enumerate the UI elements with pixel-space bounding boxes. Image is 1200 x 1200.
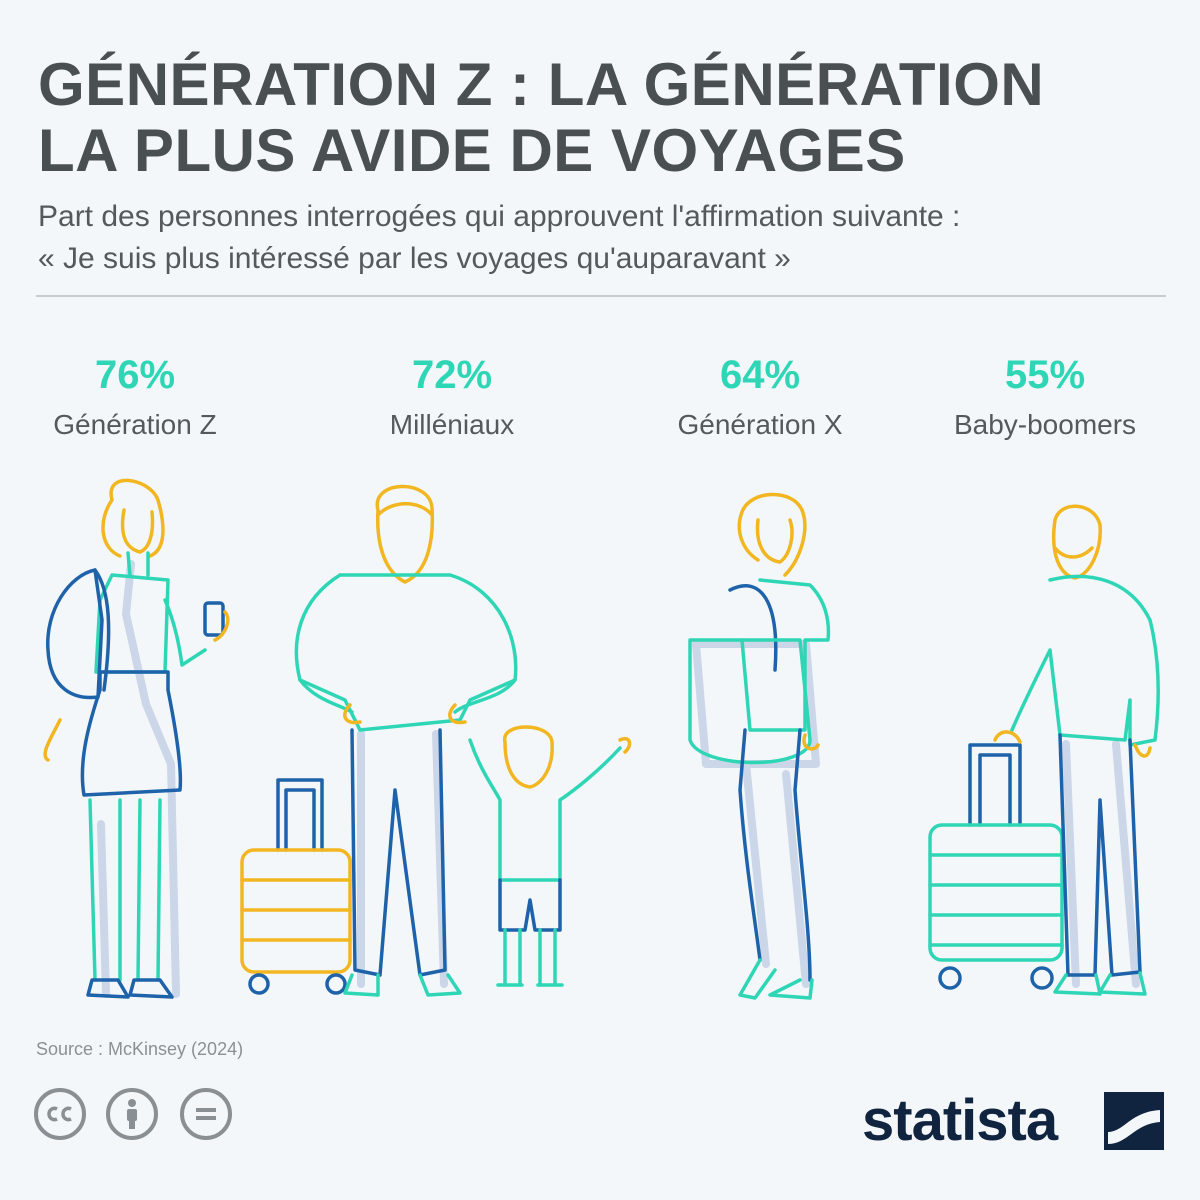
travellers-illustration — [43, 478, 1161, 1000]
title-line-2: LA PLUS AVIDE DE VOYAGES — [38, 117, 906, 184]
baby-boomer-traveller-icon — [928, 504, 1161, 996]
cc-icon[interactable] — [34, 1088, 86, 1140]
category-label-baby-boomers: Baby-boomers — [953, 409, 1137, 440]
brand-wordmark: statista — [862, 1088, 1058, 1153]
chart-subtitle: Part des personnes interrogées qui appro… — [38, 196, 1178, 280]
value-label-generation-z: 76% — [94, 353, 176, 397]
page-title: GÉNÉRATION Z : LA GÉNÉRATION LA PLUS AVI… — [38, 52, 1168, 184]
stat-generation-z: 76% Génération Z — [5, 350, 265, 448]
value-label-baby-boomers: 55% — [1004, 353, 1086, 397]
value-label-milleniaux: 72% — [411, 353, 493, 397]
gen-x-traveller-icon — [688, 492, 831, 1000]
gen-z-traveller-icon — [43, 478, 230, 999]
yellow-suitcase-icon — [240, 778, 352, 995]
teal-suitcase-icon — [928, 743, 1064, 990]
subtitle-line-1: Part des personnes interrogées qui appro… — [38, 200, 961, 233]
stat-generation-x: 64% Génération X — [630, 350, 890, 448]
subtitle-line-2: « Je suis plus intéressé par les voyages… — [38, 242, 791, 275]
category-label-generation-x: Génération X — [677, 409, 843, 440]
attribution-icon[interactable] — [106, 1088, 158, 1140]
divider — [36, 295, 1166, 297]
value-label-generation-x: 64% — [719, 353, 801, 397]
source-note: Source : McKinsey (2024) — [36, 1039, 244, 1059]
title-line-1: GÉNÉRATION Z : LA GÉNÉRATION — [38, 51, 1045, 118]
millennial-family-icon — [240, 484, 632, 997]
stat-baby-boomers: 55% Baby-boomers — [915, 350, 1175, 448]
statista-logo[interactable]: statista — [862, 1086, 1172, 1156]
statista-logo-icon — [1104, 1092, 1164, 1150]
category-label-generation-z: Génération Z — [53, 409, 217, 440]
no-derivatives-icon[interactable] — [180, 1088, 232, 1140]
stat-milleniaux: 72% Milléniaux — [322, 350, 582, 448]
category-label-milleniaux: Milléniaux — [389, 409, 515, 440]
